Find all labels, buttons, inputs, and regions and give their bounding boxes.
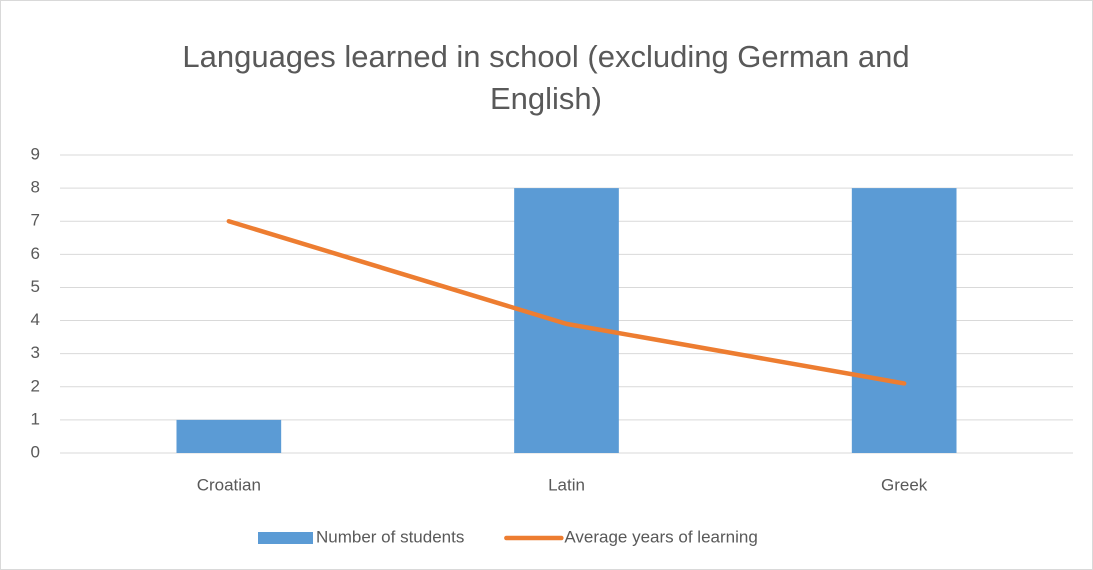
legend-swatch	[258, 532, 313, 544]
legend-label: Average years of learning	[564, 527, 757, 546]
y-tick-label: 3	[31, 343, 40, 362]
bar	[176, 419, 282, 453]
legend-label: Number of students	[316, 527, 464, 546]
y-tick-label: 0	[31, 442, 40, 461]
x-tick-label: Latin	[548, 475, 585, 494]
y-tick-label: 7	[31, 211, 40, 230]
y-tick-label: 4	[31, 310, 40, 329]
line	[226, 218, 907, 386]
y-tick-label: 1	[31, 409, 40, 428]
y-tick-label: 9	[31, 144, 40, 163]
bar	[514, 188, 619, 453]
x-tick-label: Croatian	[197, 475, 261, 494]
bar	[851, 188, 957, 453]
y-tick-label: 8	[31, 178, 40, 197]
y-tick-label: 6	[31, 244, 40, 263]
chart-title: Languages learned in school (excluding G…	[182, 39, 910, 116]
y-tick-label: 2	[31, 376, 40, 395]
y-tick-label: 5	[31, 277, 40, 296]
x-tick-label: Greek	[881, 475, 928, 494]
